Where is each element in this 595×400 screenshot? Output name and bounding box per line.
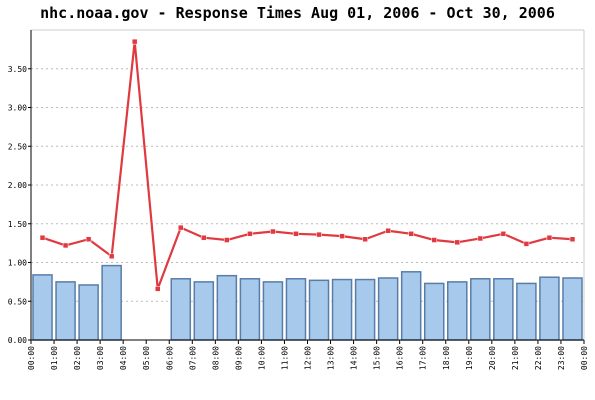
bar-06:00 bbox=[170, 278, 192, 341]
x-tick-label: 11:00 bbox=[280, 346, 289, 370]
x-tick-label: 21:00 bbox=[511, 346, 520, 370]
x-tick-label: 06:00 bbox=[165, 346, 174, 370]
line-point-05:00 bbox=[154, 286, 161, 292]
x-tick-label: 10:00 bbox=[257, 346, 266, 370]
line-point-07:00 bbox=[201, 234, 207, 241]
y-tick-label: 0.00 bbox=[8, 336, 27, 345]
response-time-line bbox=[42, 40, 573, 290]
y-tick-label: 3.50 bbox=[8, 65, 27, 74]
x-tick-label: 13:00 bbox=[327, 346, 336, 370]
bar-02:00 bbox=[78, 284, 99, 341]
line-point-23:00 bbox=[569, 236, 576, 242]
bar-11:00 bbox=[285, 278, 307, 341]
bar-03:00 bbox=[101, 264, 122, 341]
line-point-22:00 bbox=[546, 234, 553, 241]
bar-07:00 bbox=[193, 281, 215, 341]
x-tick-label: 15:00 bbox=[373, 346, 382, 370]
x-tick-label: 18:00 bbox=[442, 346, 451, 370]
bar-14:00 bbox=[354, 278, 376, 341]
bar-16:00 bbox=[400, 271, 422, 341]
bar-10:00 bbox=[262, 281, 284, 341]
x-tick-label: 00:00 bbox=[580, 346, 589, 370]
line-point-19:00 bbox=[477, 235, 484, 242]
x-tick-label: 02:00 bbox=[73, 346, 82, 370]
line-point-14:00 bbox=[362, 236, 368, 242]
line-point-18:00 bbox=[454, 239, 461, 246]
x-tick-label: 08:00 bbox=[211, 346, 220, 370]
x-tick-label: 19:00 bbox=[465, 346, 474, 370]
line-point-16:00 bbox=[408, 231, 414, 237]
bar-22:00 bbox=[539, 276, 560, 341]
bar-08:00 bbox=[216, 274, 238, 341]
y-tick-label: 1.00 bbox=[8, 259, 27, 268]
x-tick-label: 12:00 bbox=[304, 346, 313, 370]
x-tick-label: 04:00 bbox=[119, 346, 128, 370]
y-tick-label: 2.00 bbox=[8, 181, 27, 190]
bar-18:00 bbox=[447, 281, 468, 341]
bar-09:00 bbox=[239, 278, 261, 341]
line-point-03:00 bbox=[108, 253, 115, 260]
x-tick-label: 17:00 bbox=[419, 346, 428, 370]
y-tick-label: 1.50 bbox=[8, 220, 27, 229]
x-tick-label: 03:00 bbox=[96, 346, 105, 370]
x-tick-label: 00:00 bbox=[27, 346, 36, 370]
x-tick-label: 01:00 bbox=[50, 346, 59, 370]
line-point-06:00 bbox=[178, 224, 184, 231]
x-tick-label: 07:00 bbox=[188, 346, 197, 370]
line-point-04:00 bbox=[131, 38, 138, 45]
x-tick-label: 16:00 bbox=[396, 346, 405, 370]
line-point-09:00 bbox=[247, 231, 253, 237]
line-point-11:00 bbox=[293, 231, 299, 237]
x-tick-label: 20:00 bbox=[488, 346, 497, 370]
y-tick-label: 0.50 bbox=[8, 297, 27, 306]
bar-19:00 bbox=[470, 278, 491, 341]
bar-15:00 bbox=[377, 277, 399, 341]
y-tick-label: 2.50 bbox=[8, 142, 27, 151]
line-point-12:00 bbox=[316, 231, 322, 238]
bar-13:00 bbox=[331, 278, 353, 341]
bar-21:00 bbox=[516, 282, 537, 341]
line-point-02:00 bbox=[85, 236, 92, 242]
line-point-00:00 bbox=[39, 234, 46, 241]
line-point-17:00 bbox=[431, 237, 437, 243]
chart-title: nhc.noaa.gov - Response Times Aug 01, 20… bbox=[40, 4, 555, 22]
line-point-10:00 bbox=[270, 228, 276, 235]
line-point-21:00 bbox=[523, 241, 530, 247]
bar-12:00 bbox=[308, 279, 330, 341]
line-point-13:00 bbox=[339, 233, 345, 239]
bar-23:00 bbox=[562, 277, 583, 341]
y-tick-label: 3.00 bbox=[8, 104, 27, 113]
line-point-20:00 bbox=[500, 231, 507, 237]
x-tick-label: 14:00 bbox=[350, 346, 359, 370]
bar-20:00 bbox=[493, 278, 514, 341]
bar-01:00 bbox=[55, 281, 76, 341]
x-tick-label: 09:00 bbox=[234, 346, 243, 370]
line-point-01:00 bbox=[62, 242, 69, 249]
line-point-15:00 bbox=[385, 227, 391, 234]
line-point-08:00 bbox=[224, 237, 230, 243]
bar-00:00 bbox=[32, 274, 53, 341]
bar-17:00 bbox=[423, 282, 445, 341]
x-tick-label: 22:00 bbox=[534, 346, 543, 370]
x-tick-label: 23:00 bbox=[557, 346, 566, 370]
x-tick-label: 05:00 bbox=[142, 346, 151, 370]
